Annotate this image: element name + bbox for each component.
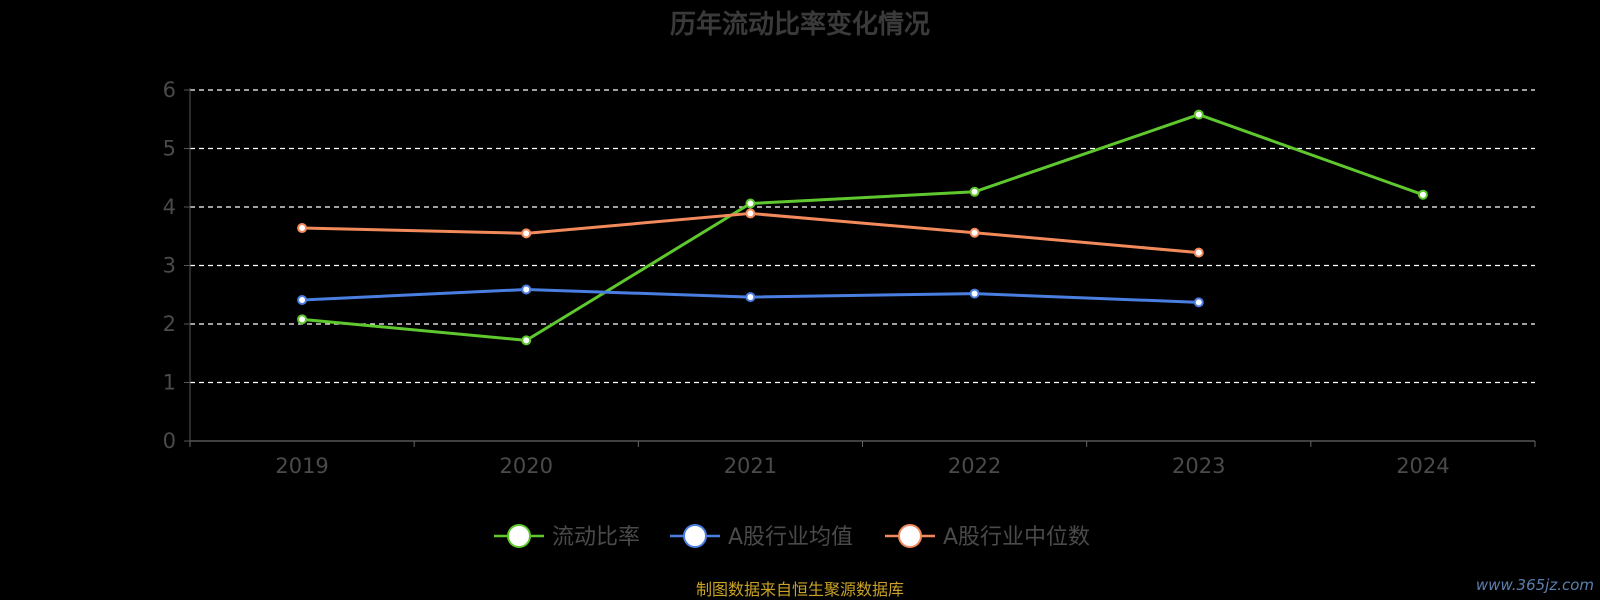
axes: 0 1 2 3 4 5 6 2019 2020 2021 2022 2023 2024: [163, 78, 1536, 478]
legend-item-1[interactable]: A股行业均值: [670, 524, 853, 550]
legend-marker: [507, 524, 531, 548]
x-tick-label-2024: 2024: [1396, 454, 1449, 478]
series-line-0: [301, 113, 1424, 342]
data-source-note: 制图数据来自恒生聚源数据库: [696, 580, 904, 599]
grid-lines: [190, 89, 1535, 384]
data-point-0-2020[interactable]: [521, 335, 532, 346]
data-point-0-2019[interactable]: [297, 314, 308, 325]
data-point-1-2019[interactable]: [297, 295, 308, 306]
data-point-0-2023[interactable]: [1193, 109, 1204, 120]
data-point-2-2020[interactable]: [521, 228, 532, 239]
legend-label: A股行业均值: [728, 525, 853, 550]
x-tick-label-2021: 2021: [724, 454, 777, 478]
legend-item-2[interactable]: A股行业中位数: [885, 524, 1090, 550]
data-point-1-2021[interactable]: [745, 292, 756, 303]
x-tick-label-2023: 2023: [1172, 454, 1225, 478]
y-tick-label: 0: [163, 429, 176, 453]
series-line-2: [302, 211, 1199, 255]
data-point-1-2023[interactable]: [1193, 297, 1204, 308]
legend-label: A股行业中位数: [943, 525, 1090, 550]
series-1: [297, 284, 1204, 308]
series-2: [297, 208, 1204, 258]
y-tick-label: 6: [163, 78, 176, 102]
series-0: [297, 109, 1428, 346]
y-tick-label: 2: [163, 312, 176, 336]
y-tick-label: 3: [163, 254, 176, 278]
data-point-1-2020[interactable]: [521, 284, 532, 295]
data-point-0-2022[interactable]: [969, 186, 980, 197]
y-tick-label: 4: [163, 195, 176, 219]
x-tick-label-2019: 2019: [275, 454, 328, 478]
data-point-2-2023[interactable]: [1193, 247, 1204, 258]
legend-label: 流动比率: [552, 525, 640, 550]
data-point-2-2022[interactable]: [969, 227, 980, 238]
data-point-0-2024[interactable]: [1417, 189, 1428, 200]
chart-title: 历年流动比率变化情况: [670, 9, 930, 40]
data-point-1-2022[interactable]: [969, 288, 980, 299]
data-point-2-2021[interactable]: [745, 208, 756, 219]
data-point-2-2019[interactable]: [297, 223, 308, 234]
x-tick-label-2020: 2020: [500, 454, 553, 478]
legend-marker: [683, 524, 707, 548]
y-tick-label: 1: [163, 371, 176, 395]
legend-item-0[interactable]: 流动比率: [494, 524, 640, 550]
watermark: www.365jz.com: [1476, 576, 1594, 594]
legend: 流动比率 A股行业均值 A股行业中位数: [494, 524, 1090, 550]
x-tick-label-2022: 2022: [948, 454, 1001, 478]
data-point-0-2021[interactable]: [745, 198, 756, 209]
series-lines: [297, 109, 1428, 346]
y-tick-label: 5: [163, 137, 176, 161]
legend-marker: [898, 524, 922, 548]
